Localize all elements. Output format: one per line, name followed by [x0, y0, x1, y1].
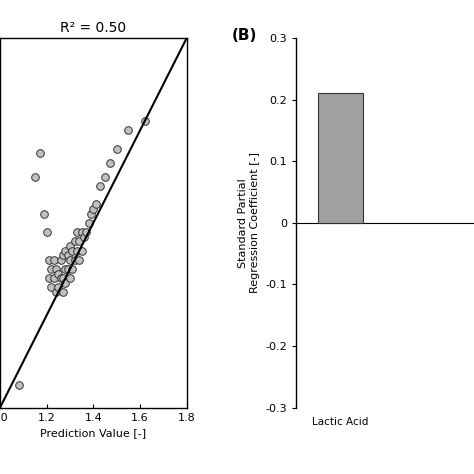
Point [82, 228, 90, 236]
Point [92, 201, 100, 208]
Point [62, 246, 69, 254]
Point [85, 219, 92, 227]
Point [55, 270, 62, 277]
Point [47, 283, 55, 291]
Point [80, 233, 88, 240]
Point [69, 265, 76, 273]
Point [57, 274, 64, 282]
Point [73, 246, 81, 254]
Point [75, 237, 83, 245]
Point [57, 256, 64, 264]
Point [66, 256, 74, 264]
Point [55, 283, 62, 291]
Y-axis label: Standard Partial
Regression Coefficient [-]: Standard Partial Regression Coefficient … [238, 152, 260, 293]
Point [66, 242, 74, 250]
Point [31, 173, 39, 181]
Point [62, 279, 69, 287]
Point [113, 145, 120, 153]
Point [15, 381, 22, 388]
Point [66, 274, 74, 282]
Point [45, 256, 53, 264]
Point [87, 210, 95, 217]
Point [125, 127, 132, 134]
Point [64, 251, 72, 259]
Point [73, 228, 81, 236]
Point [47, 265, 55, 273]
Point [43, 228, 50, 236]
Point [45, 274, 53, 282]
Point [71, 256, 79, 264]
Point [50, 256, 57, 264]
Point [106, 159, 113, 166]
Point [78, 246, 85, 254]
Title: R² = 0.50: R² = 0.50 [60, 21, 127, 36]
Point [75, 256, 83, 264]
Point [59, 274, 67, 282]
Point [36, 150, 44, 157]
Point [69, 246, 76, 254]
Point [101, 173, 109, 181]
Point [141, 117, 148, 125]
Point [90, 205, 97, 213]
Text: (B): (B) [231, 28, 257, 44]
Point [52, 265, 60, 273]
Point [52, 288, 60, 296]
X-axis label: Prediction Value [-]: Prediction Value [-] [40, 428, 146, 438]
Point [50, 274, 57, 282]
Point [71, 237, 79, 245]
Bar [319, 93, 363, 223]
Point [62, 265, 69, 273]
Point [78, 228, 85, 236]
Point [97, 182, 104, 190]
Point [64, 265, 72, 273]
Point [41, 210, 48, 217]
Point [59, 288, 67, 296]
Point [59, 251, 67, 259]
